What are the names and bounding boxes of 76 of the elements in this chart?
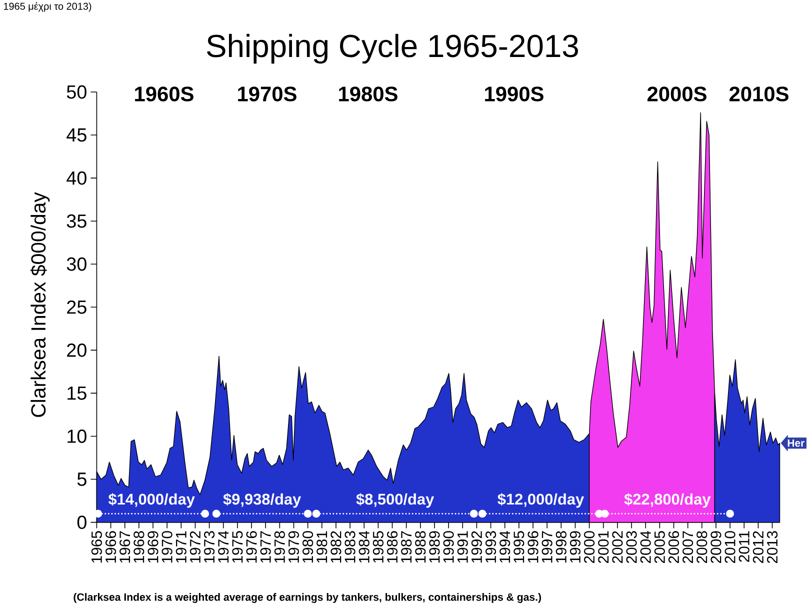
x-tick-label: 2010 xyxy=(724,531,736,563)
x-tick-label: 2013 xyxy=(766,531,778,563)
series-label: $22,800/day xyxy=(624,493,711,508)
text: 1965 μέχρι το 2013) xyxy=(4,2,92,12)
x-tick-label: 2002 xyxy=(612,531,623,563)
series-label: $8,500/day xyxy=(356,493,434,508)
x-tick-label: 1978 xyxy=(274,531,285,563)
y-tick-label: 30 xyxy=(66,257,86,271)
x-tick-label: 2008 xyxy=(696,531,708,563)
x-tick-label: 1974 xyxy=(218,530,229,563)
x-tick-label: 2005 xyxy=(654,531,665,563)
y-tick-label: 15 xyxy=(68,386,86,400)
series-label: $12,000/day xyxy=(498,493,584,508)
x-tick-label: 1970 xyxy=(162,531,172,563)
x-tick-label: 1991 xyxy=(457,531,468,563)
x-tick-label: 1994 xyxy=(500,530,510,563)
x-tick-label: 1999 xyxy=(570,531,581,563)
x-tick-label: 1996 xyxy=(528,531,538,563)
x-tick-label: 1973 xyxy=(204,531,215,563)
y-tick-label: 10 xyxy=(68,430,86,443)
x-tick-label: 1987 xyxy=(401,531,412,563)
x-tick-label: 1988 xyxy=(415,531,426,563)
x-tick-label: 1967 xyxy=(120,531,130,563)
x-tick-label: 1984 xyxy=(358,530,370,563)
annotation: 2000S xyxy=(647,86,706,102)
chart-title: Shipping Cycle 1965-2013 xyxy=(206,34,578,64)
x-tick-label: 1979 xyxy=(288,531,300,563)
x-tick-label: 1971 xyxy=(176,531,186,563)
x-tick-label: 1986 xyxy=(386,531,398,563)
y-tick-label: 20 xyxy=(67,343,86,357)
x-tick-label: 2004 xyxy=(640,530,651,563)
x-tick-label: 1992 xyxy=(471,531,482,563)
y-tick-label: 5 xyxy=(77,472,86,486)
annotation: 1960S xyxy=(135,86,194,102)
x-tick-label: 1990 xyxy=(443,531,454,563)
x-tick-label: 1998 xyxy=(556,531,566,563)
x-tick-label: 1981 xyxy=(316,531,328,563)
x-tick-label: 2012 xyxy=(752,531,764,563)
x-tick-label: 1983 xyxy=(344,531,356,563)
x-tick-label: 2007 xyxy=(682,531,694,563)
x-tick-label: 1975 xyxy=(232,531,243,563)
annotation: 1990S xyxy=(485,86,544,102)
x-tick-label: 2001 xyxy=(598,531,609,563)
y-axis-title: Clarksea Index $000/day xyxy=(30,192,50,417)
annotation: 1970S xyxy=(238,86,296,102)
y-tick-label: 25 xyxy=(67,300,86,314)
y-tick-label: 50 xyxy=(66,85,86,99)
text: (Clarksea Index is a weighted average of earnings by tankers, bulkers, containerships & gas.) xyxy=(74,593,541,603)
y-tick-label: 45 xyxy=(66,128,86,142)
x-tick-label: 1965 xyxy=(91,531,102,563)
x-tick-label: 1977 xyxy=(260,531,271,563)
x-tick-label: 1995 xyxy=(514,531,524,563)
x-tick-label: 1997 xyxy=(542,531,552,563)
x-tick-label: 1976 xyxy=(246,531,257,563)
x-tick-label: 1968 xyxy=(134,531,144,563)
series-label: $9,938/day xyxy=(223,493,302,508)
y-tick-label: 0 xyxy=(77,516,86,530)
x-tick-label: 2000 xyxy=(584,531,595,563)
x-tick-label: 1980 xyxy=(302,531,314,563)
x-tick-label: 1972 xyxy=(190,531,201,563)
x-tick-label: 1985 xyxy=(372,531,384,563)
x-tick-label: 2009 xyxy=(710,531,722,563)
x-tick-label: 1993 xyxy=(485,531,496,563)
x-tick-label: 1966 xyxy=(105,531,116,563)
x-tick-label: 2011 xyxy=(738,531,750,562)
x-tick-label: 1982 xyxy=(330,531,342,563)
annotation: 2010S xyxy=(729,86,788,102)
annotation: Her xyxy=(788,439,804,447)
series-label: $14,000/day xyxy=(108,493,195,508)
x-tick-label: 2006 xyxy=(668,531,680,563)
x-tick-label: 2003 xyxy=(626,531,637,563)
y-tick-label: 40 xyxy=(66,171,86,185)
x-tick-label: 1989 xyxy=(429,531,440,563)
annotation: 1980S xyxy=(339,86,398,102)
x-tick-label: 1969 xyxy=(148,531,158,563)
y-tick-label: 35 xyxy=(66,214,86,228)
